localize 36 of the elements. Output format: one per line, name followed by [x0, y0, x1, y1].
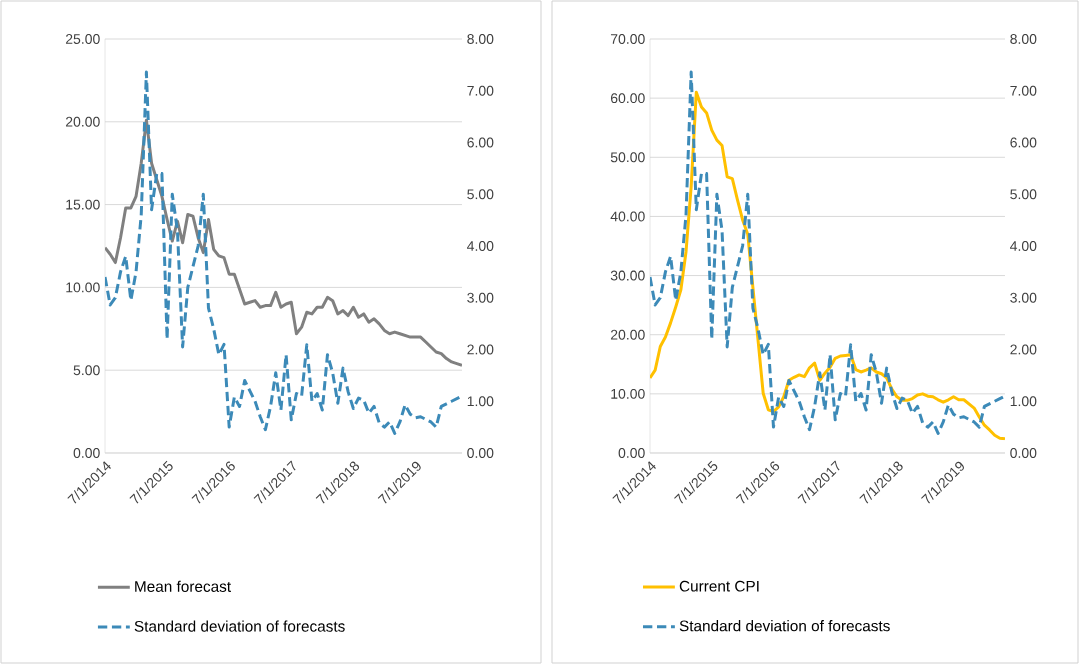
- legend-label: Current CPI: [679, 580, 759, 592]
- y-tick-label: 70.00: [610, 34, 645, 44]
- y-tick-label: 50.00: [610, 152, 645, 163]
- y-tick-label: 15.00: [66, 199, 100, 210]
- y-tick-label: 60.00: [610, 93, 645, 104]
- y-tick-label: 10.00: [66, 282, 100, 293]
- y-tick-label: 25.00: [65, 34, 100, 44]
- y2-tick-label: 7.00: [1010, 85, 1037, 96]
- legend-label: Mean forecast: [135, 580, 231, 592]
- y2-tick-label: 8.00: [1010, 34, 1037, 44]
- y2-tick-label: 0.00: [467, 448, 494, 458]
- y2-tick-label: 6.00: [1010, 137, 1037, 148]
- y-tick-label: 20.00: [65, 116, 100, 127]
- y2-tick-label: 7.00: [467, 85, 494, 96]
- y2-tick-label: 2.00: [467, 344, 494, 355]
- y2-tick-label: 4.00: [467, 241, 494, 251]
- y-tick-label: 5.00: [73, 365, 100, 376]
- y2-tick-label: 1.00: [467, 396, 494, 407]
- y-tick-label: 0.00: [618, 448, 645, 458]
- y2-tick-label: 3.00: [467, 292, 494, 303]
- legend-label: Standard deviation of forecasts: [134, 620, 345, 632]
- y2-tick-label: 3.00: [1010, 292, 1037, 303]
- y-tick-label: 0.00: [73, 448, 100, 458]
- y2-tick-label: 2.00: [1010, 344, 1037, 355]
- y2-tick-label: 8.00: [467, 34, 494, 44]
- y2-tick-label: 0.00: [1010, 448, 1037, 458]
- y2-tick-label: 5.00: [1010, 189, 1037, 200]
- y-tick-label: 30.00: [610, 270, 645, 281]
- legend-label: Standard deviation of forecasts: [679, 620, 890, 632]
- y2-tick-label: 6.00: [467, 137, 494, 148]
- y-tick-label: 40.00: [610, 211, 645, 222]
- y-tick-label: 20.00: [610, 329, 645, 340]
- y2-tick-label: 5.00: [467, 189, 494, 200]
- y-tick-label: 10.00: [611, 388, 645, 399]
- y2-tick-label: 1.00: [1010, 396, 1037, 407]
- y2-tick-label: 4.00: [1010, 241, 1037, 251]
